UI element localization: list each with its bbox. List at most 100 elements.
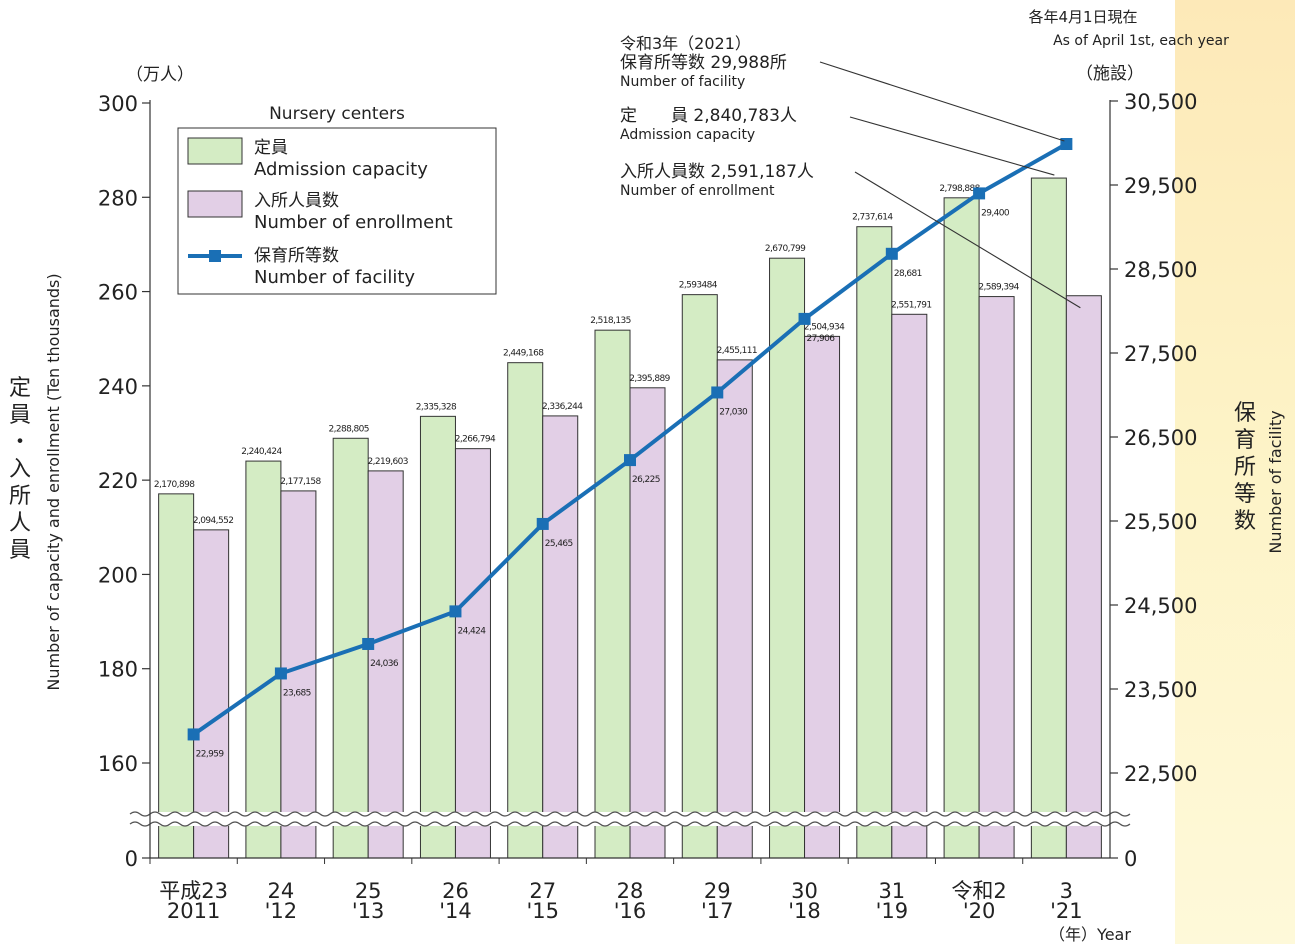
facility-point — [187, 728, 200, 741]
x-tick-label-top: 31 — [878, 879, 905, 903]
enrollment-value-label: 2,455,111 — [717, 346, 757, 356]
x-tick-label-top: 28 — [617, 879, 644, 903]
enrollment-bar — [804, 335, 841, 859]
enrollment-value-label: 2,266,794 — [455, 435, 496, 445]
enrollment-value-label: 2,094,552 — [193, 516, 233, 526]
right-axis-unit: （施設） — [1076, 64, 1144, 84]
enrollment-bar — [1065, 295, 1102, 859]
left-tick-label: 300 — [98, 92, 138, 116]
enrollment-value-label: 2,336,244 — [542, 402, 583, 412]
x-tick-label-top: 30 — [791, 879, 818, 903]
facility-point — [536, 517, 549, 530]
enrollment-bar — [978, 296, 1015, 859]
bar-labels-layer: 2,170,898 2,094,552 2,240,424 2,177,158 2,28… — [154, 184, 1020, 526]
enrollment-bar — [716, 359, 753, 859]
left-tick-label: 260 — [98, 281, 138, 305]
facility-value-label: 26,225 — [632, 475, 660, 485]
facility-value-label: 24,036 — [370, 659, 399, 669]
callout-facility-leader — [819, 61, 1065, 142]
left-tick-label: 280 — [98, 186, 138, 210]
capacity-bar — [507, 362, 544, 859]
right-axis-title-jp: 数 — [1234, 509, 1256, 534]
capacity-value-label: 2,240,424 — [241, 447, 282, 457]
enrollment-value-label: 2,589,394 — [978, 283, 1019, 293]
capacity-value-label: 2,518,135 — [590, 316, 630, 326]
capacity-bar — [856, 226, 893, 859]
x-tick-label-top: 27 — [529, 879, 556, 903]
left-axis-title-jp: 員 — [9, 538, 31, 563]
capacity-bar — [594, 329, 631, 859]
x-tick-label-bottom: '19 — [876, 899, 909, 923]
left-tick-label: 220 — [98, 469, 138, 493]
capacity-value-label: 2,170,898 — [154, 480, 195, 490]
facility-point — [449, 605, 462, 618]
axis-break-wave — [129, 811, 1131, 817]
legend-enrollment-swatch — [187, 190, 243, 218]
left-tick-label: 240 — [98, 375, 138, 399]
left-tick-label: 180 — [98, 658, 138, 682]
enrollment-bar — [629, 387, 666, 859]
callout-enrollment-en: Number of enrollment — [620, 183, 775, 199]
left-axis-title-jp: 所 — [9, 484, 31, 509]
left-axis-title-jp: 定 — [9, 376, 31, 401]
right-axis-title-jp: 等 — [1234, 482, 1256, 507]
x-tick-label-bottom: '14 — [439, 899, 472, 923]
right-axis-title-jp: 所 — [1234, 455, 1256, 480]
x-tick-label-bottom: '21 — [1050, 899, 1083, 923]
enrollment-bar — [891, 313, 928, 859]
capacity-bar — [1030, 177, 1067, 859]
callout-enrollment-value: 入所人員数 2,591,187人 — [620, 162, 814, 182]
right-tick-label: 0 — [1124, 847, 1137, 871]
facility-point — [362, 637, 375, 650]
right-tick-label: 28,500 — [1124, 258, 1197, 282]
x-tick-label-bottom: 2011 — [167, 899, 220, 923]
right-tick-label: 29,500 — [1124, 174, 1197, 198]
capacity-value-label: 2,593484 — [679, 281, 718, 291]
left-axis-unit: （万人） — [126, 65, 194, 85]
x-axis-unit: （年）Year — [1049, 925, 1131, 944]
right-tick-label: 27,500 — [1124, 342, 1197, 366]
right-tick-label: 26,500 — [1124, 426, 1197, 450]
capacity-value-label: 2,449,168 — [503, 349, 544, 359]
x-tick-label-bottom: '17 — [701, 899, 734, 923]
facility-value-label: 22,959 — [196, 749, 225, 759]
facility-point — [274, 667, 287, 680]
enrollment-value-label: 2,219,603 — [367, 457, 407, 467]
callout-capacity-value: 定 員 2,840,783人 — [620, 106, 797, 126]
left-tick-label: 0 — [125, 847, 138, 871]
callout-capacity-leader — [849, 116, 1055, 176]
x-tick-label-top: 29 — [704, 879, 731, 903]
facility-value-label: 23,685 — [283, 688, 311, 698]
facility-point — [624, 454, 636, 467]
axes-layer: 0 160 180 200 220 240 260 280 300 0 22,500 23,500 24… — [98, 90, 1198, 923]
facility-point — [973, 187, 986, 200]
enrollment-value-label: 2,551,791 — [891, 300, 931, 310]
x-tick-label-top: 3 — [1060, 879, 1073, 903]
callout-facility-en: Number of facility — [620, 74, 745, 90]
chart-title: Nursery centers — [269, 104, 405, 124]
capacity-bar — [681, 294, 718, 859]
callout-facility-value: 保育所等数 29,988所 — [620, 53, 787, 73]
legend-facility-jp: 保育所等数 — [254, 246, 339, 266]
enrollment-value-label: 2,504,934 — [804, 322, 845, 332]
right-axis-title-en: Number of facility — [1266, 410, 1285, 553]
x-tick-label-top: 25 — [355, 879, 382, 903]
callout-facility-year: 令和3年（2021） — [620, 34, 751, 53]
callout-capacity-en: Admission capacity — [620, 127, 755, 143]
left-tick-label: 200 — [98, 563, 138, 587]
right-tick-label: 25,500 — [1124, 510, 1197, 534]
left-axis-title-jp: 員 — [9, 403, 31, 428]
right-tick-label: 30,500 — [1124, 90, 1197, 114]
x-tick-label-bottom: '15 — [526, 899, 559, 923]
note-jp: 各年4月1日現在 — [1028, 8, 1137, 26]
facility-value-label: 27,030 — [719, 407, 748, 417]
left-axis-title-jp: ・ — [9, 430, 31, 455]
left-axis-title-jp: 人 — [9, 511, 31, 536]
right-axis-title-jp: 保 — [1234, 401, 1256, 426]
background-stripe — [1175, 0, 1295, 944]
facility-point — [711, 386, 724, 399]
legend-enrollment-en: Number of enrollment — [254, 212, 453, 233]
